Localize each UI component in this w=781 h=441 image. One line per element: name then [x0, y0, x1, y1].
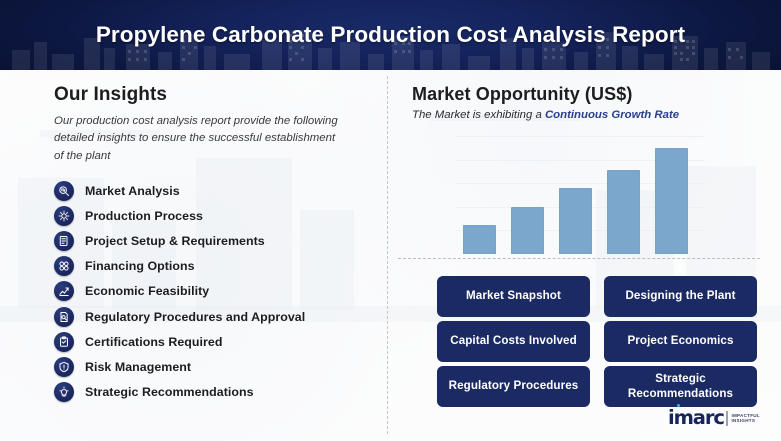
insights-list: Market Analysis Production Process [54, 178, 374, 405]
list-item-label: Economic Feasibility [85, 284, 210, 299]
list-item[interactable]: Project Setup & Requirements [54, 228, 374, 253]
financing-options-icon [54, 256, 74, 277]
chart-bars [463, 136, 705, 254]
list-item-label: Strategic Recommendations [85, 385, 254, 400]
market-snapshot-button[interactable]: Market Snapshot [437, 276, 590, 317]
capital-costs-involved-button[interactable]: Capital Costs Involved [437, 321, 590, 362]
chart-bar [607, 170, 640, 254]
list-item[interactable]: Market Analysis [54, 178, 374, 203]
subtitle-prefix: The Market is exhibiting a [412, 109, 545, 121]
our-insights-panel: Our Insights Our production cost analysi… [54, 84, 374, 405]
chart-bar [511, 207, 544, 254]
chart-section-divider [398, 258, 760, 259]
logo-separator [726, 410, 728, 426]
market-opportunity-bar-chart [455, 136, 705, 254]
list-item-label: Market Analysis [85, 183, 180, 198]
city-skyline-illustration [12, 30, 770, 70]
regulatory-procedures-button[interactable]: Regulatory Procedures [437, 366, 590, 407]
list-item[interactable]: Regulatory Procedures and Approval [54, 304, 374, 329]
chart-bar [463, 225, 496, 254]
list-item-label: Risk Management [85, 359, 192, 374]
list-item[interactable]: Financing Options [54, 254, 374, 279]
risk-management-icon [54, 356, 74, 377]
strategic-recommendations-button[interactable]: Strategic Recommendations [604, 366, 757, 407]
logo-dot-icon [677, 404, 681, 408]
subtitle-accent: Continuous Growth Rate [544, 109, 680, 121]
market-analysis-icon [54, 180, 74, 201]
imarc-logo[interactable]: imarc IMPACTFUL INSIGHTS [668, 404, 772, 431]
project-setup-icon [54, 230, 74, 251]
market-opportunity-subtitle: The Market is exhibiting a Continuous Gr… [412, 109, 760, 121]
list-item-label: Financing Options [85, 259, 195, 274]
logo-tagline-line2: INSIGHTS [731, 418, 756, 423]
market-opportunity-heading: Market Opportunity (US$) [412, 84, 633, 104]
economic-feasibility-icon [54, 281, 74, 302]
list-item-label: Production Process [85, 208, 203, 223]
strategic-recommendations-icon [54, 382, 74, 403]
chart-bar [559, 188, 592, 254]
list-item[interactable]: Risk Management [54, 354, 374, 379]
list-item[interactable]: Economic Feasibility [54, 279, 374, 304]
report-sections-grid: Market Snapshot Designing the Plant Capi… [437, 276, 757, 407]
list-item[interactable]: Strategic Recommendations [54, 379, 374, 404]
production-process-icon [54, 205, 74, 226]
list-item-label: Project Setup & Requirements [85, 233, 265, 248]
insights-heading: Our Insights [54, 84, 168, 105]
list-item[interactable]: Production Process [54, 203, 374, 228]
page-header: Propylene Carbonate Production Cost Anal… [0, 0, 781, 70]
page-title: Propylene Carbonate Production Cost Anal… [95, 22, 686, 47]
list-item[interactable]: Certifications Required [54, 329, 374, 354]
chart-bar [655, 148, 688, 254]
project-economics-button[interactable]: Project Economics [604, 321, 757, 362]
insights-description: Our production cost analysis report prov… [54, 115, 338, 162]
designing-the-plant-button[interactable]: Designing the Plant [604, 276, 757, 317]
list-item-label: Certifications Required [85, 334, 223, 349]
list-item-label: Regulatory Procedures and Approval [85, 309, 306, 324]
logo-tagline-line1: IMPACTFUL [731, 412, 760, 418]
logo-tagline: IMPACTFUL INSIGHTS [731, 413, 759, 423]
logo-wordmark: imarc [668, 406, 725, 430]
panel-divider [387, 76, 388, 434]
certifications-icon [54, 331, 74, 352]
market-opportunity-panel: Market Opportunity (US$) The Market is e… [412, 84, 760, 121]
regulatory-procedures-icon [54, 306, 74, 327]
